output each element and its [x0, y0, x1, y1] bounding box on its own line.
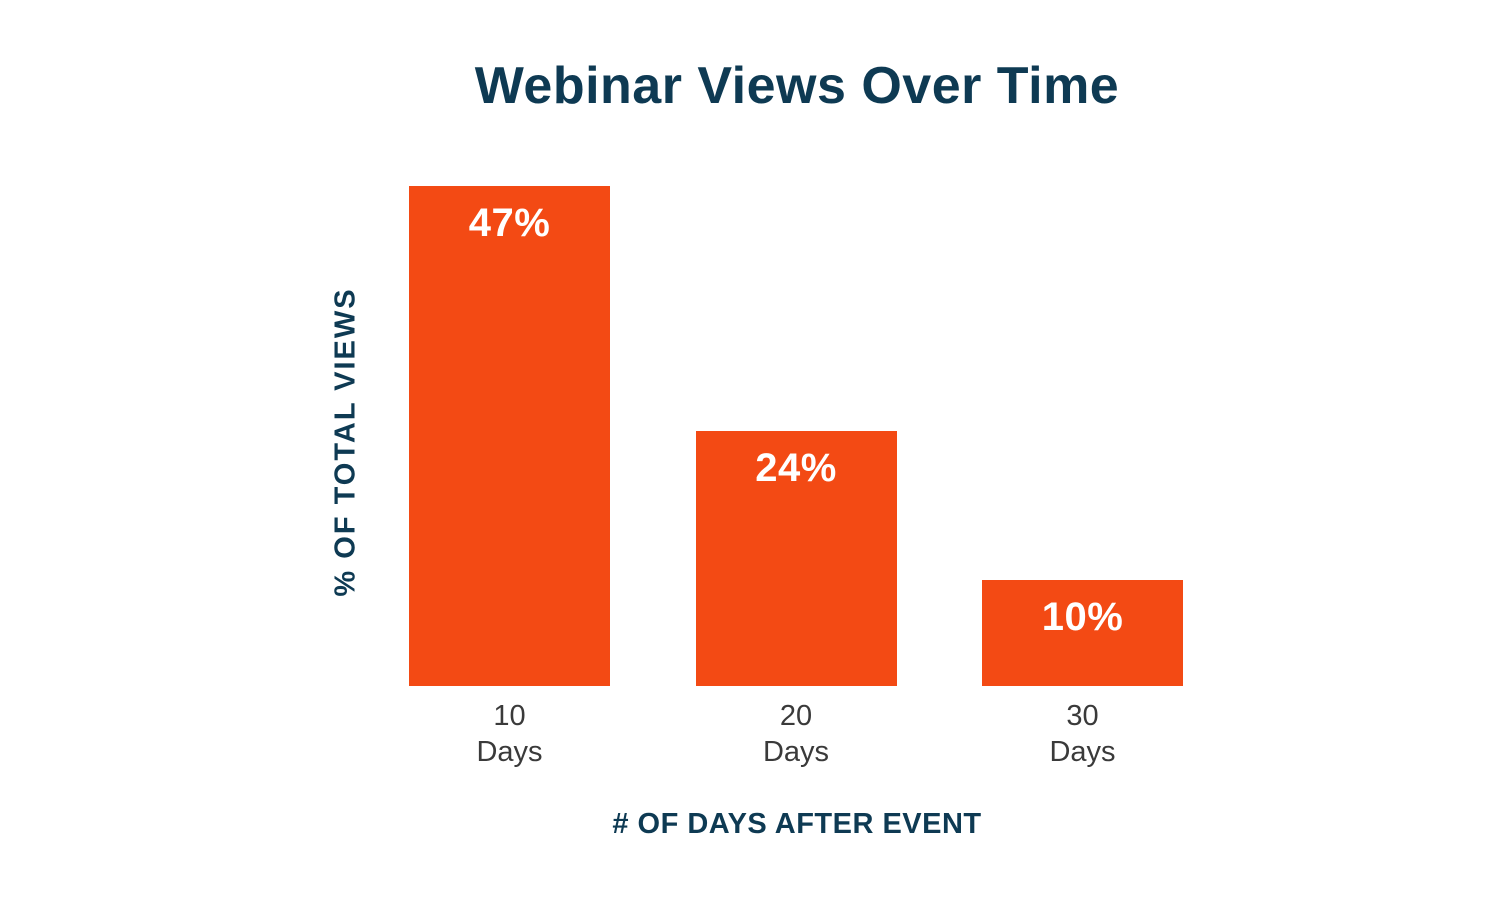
- x-tick-30-line1: 30: [1066, 700, 1099, 732]
- y-axis-label: % OF TOTAL VIEWS: [329, 287, 362, 597]
- x-tick-10-line1: 10: [493, 700, 526, 732]
- x-axis-label: # OF DAYS AFTER EVENT: [612, 808, 982, 840]
- bar-20-days: 24%: [695, 431, 897, 686]
- x-tick-30-line2: Days: [1049, 736, 1116, 768]
- x-tick-10-line2: Days: [476, 736, 543, 768]
- bar-10-days: 47%: [409, 186, 610, 686]
- bar-value-label-10-days: 47%: [468, 201, 551, 245]
- plot-area: 47% 24% 10%: [409, 186, 1183, 686]
- bar-value-label-30-days: 10%: [1041, 595, 1124, 639]
- x-tick-20-line1: 20: [779, 700, 813, 732]
- bar-value-label-20-days: 24%: [755, 446, 837, 490]
- chart-title: Webinar Views Over Time: [474, 57, 1120, 115]
- x-tick-10-days: 10 Days: [409, 698, 610, 770]
- x-axis-ticks: 10 Days 20 Days 30 Days: [409, 698, 1183, 770]
- bar-30-days: 10%: [982, 580, 1183, 686]
- x-tick-20-line2: Days: [762, 736, 830, 768]
- x-tick-30-days: 30 Days: [982, 698, 1183, 770]
- x-tick-20-days: 20 Days: [696, 698, 897, 770]
